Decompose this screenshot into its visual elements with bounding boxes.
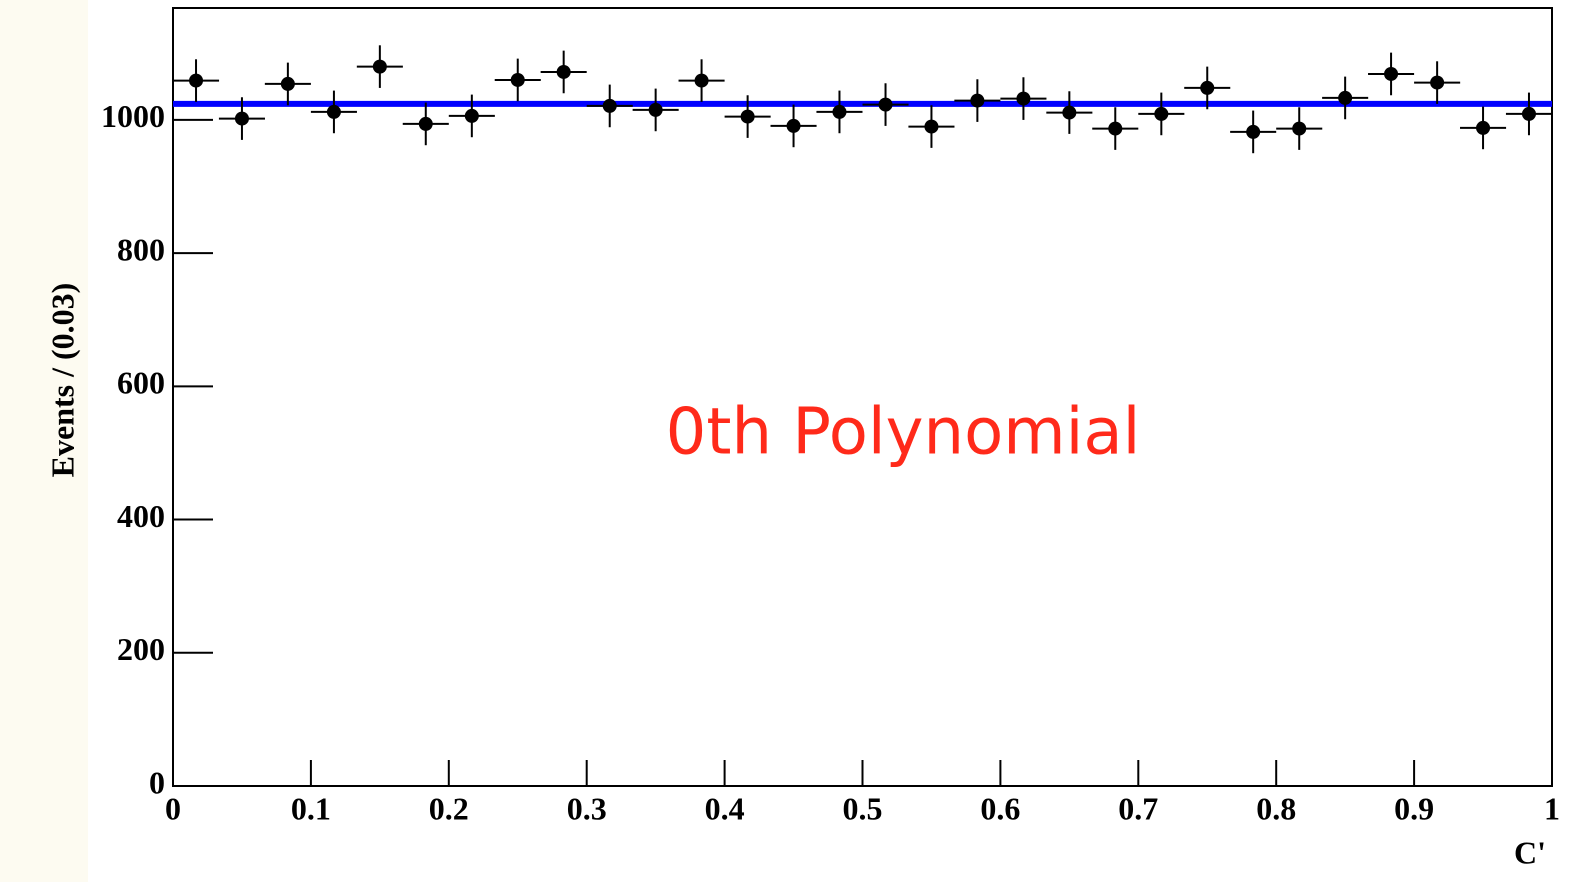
data-point <box>464 108 479 123</box>
x-tick-label: 0.4 <box>705 790 745 826</box>
data-point <box>1384 66 1399 81</box>
x-tick-label: 1 <box>1544 790 1560 826</box>
data-point <box>1154 106 1169 121</box>
data-point <box>1430 75 1445 90</box>
x-tick-label: 0.7 <box>1118 790 1158 826</box>
data-point <box>1016 91 1031 106</box>
data-point <box>878 97 893 112</box>
x-tick-label: 0.1 <box>291 790 331 826</box>
data-point <box>648 102 663 117</box>
data-point <box>924 119 939 134</box>
data-point <box>694 73 709 88</box>
side-strip <box>0 0 88 882</box>
data-point <box>602 98 617 113</box>
data-point <box>740 109 755 124</box>
y-tick-label: 200 <box>117 631 165 667</box>
data-point <box>418 116 433 131</box>
y-tick-label: 400 <box>117 498 165 534</box>
y-tick-label: 600 <box>117 365 165 401</box>
x-tick-label: 0.2 <box>429 790 469 826</box>
y-tick-label: 800 <box>117 231 165 267</box>
data-point <box>1521 106 1536 121</box>
data-point <box>1338 90 1353 105</box>
data-point <box>1476 120 1491 135</box>
data-point <box>510 72 525 87</box>
data-point <box>326 104 341 119</box>
data-point <box>280 76 295 91</box>
x-tick-label: 0.3 <box>567 790 607 826</box>
data-point <box>189 73 204 88</box>
y-tick-label: 0 <box>149 764 165 800</box>
data-point <box>1246 124 1261 139</box>
data-point <box>556 64 571 79</box>
x-axis-title: C' <box>1514 834 1546 870</box>
data-point <box>1292 121 1307 136</box>
data-point <box>234 111 249 126</box>
data-point <box>1200 80 1215 95</box>
x-tick-label: 0.6 <box>980 790 1020 826</box>
y-tick-label: 1000 <box>101 98 165 134</box>
data-point <box>372 59 387 74</box>
x-tick-label: 0.8 <box>1256 790 1296 826</box>
data-point <box>832 104 847 119</box>
y-axis-title: Events / (0.03) <box>44 283 80 478</box>
x-tick-label: 0.9 <box>1394 790 1434 826</box>
x-tick-label: 0 <box>165 790 181 826</box>
data-point <box>1062 105 1077 120</box>
data-point <box>970 93 985 108</box>
data-point <box>786 118 801 133</box>
x-tick-label: 0.5 <box>843 790 883 826</box>
data-point <box>1108 121 1123 136</box>
annotation: 0th Polynomial <box>666 396 1141 470</box>
